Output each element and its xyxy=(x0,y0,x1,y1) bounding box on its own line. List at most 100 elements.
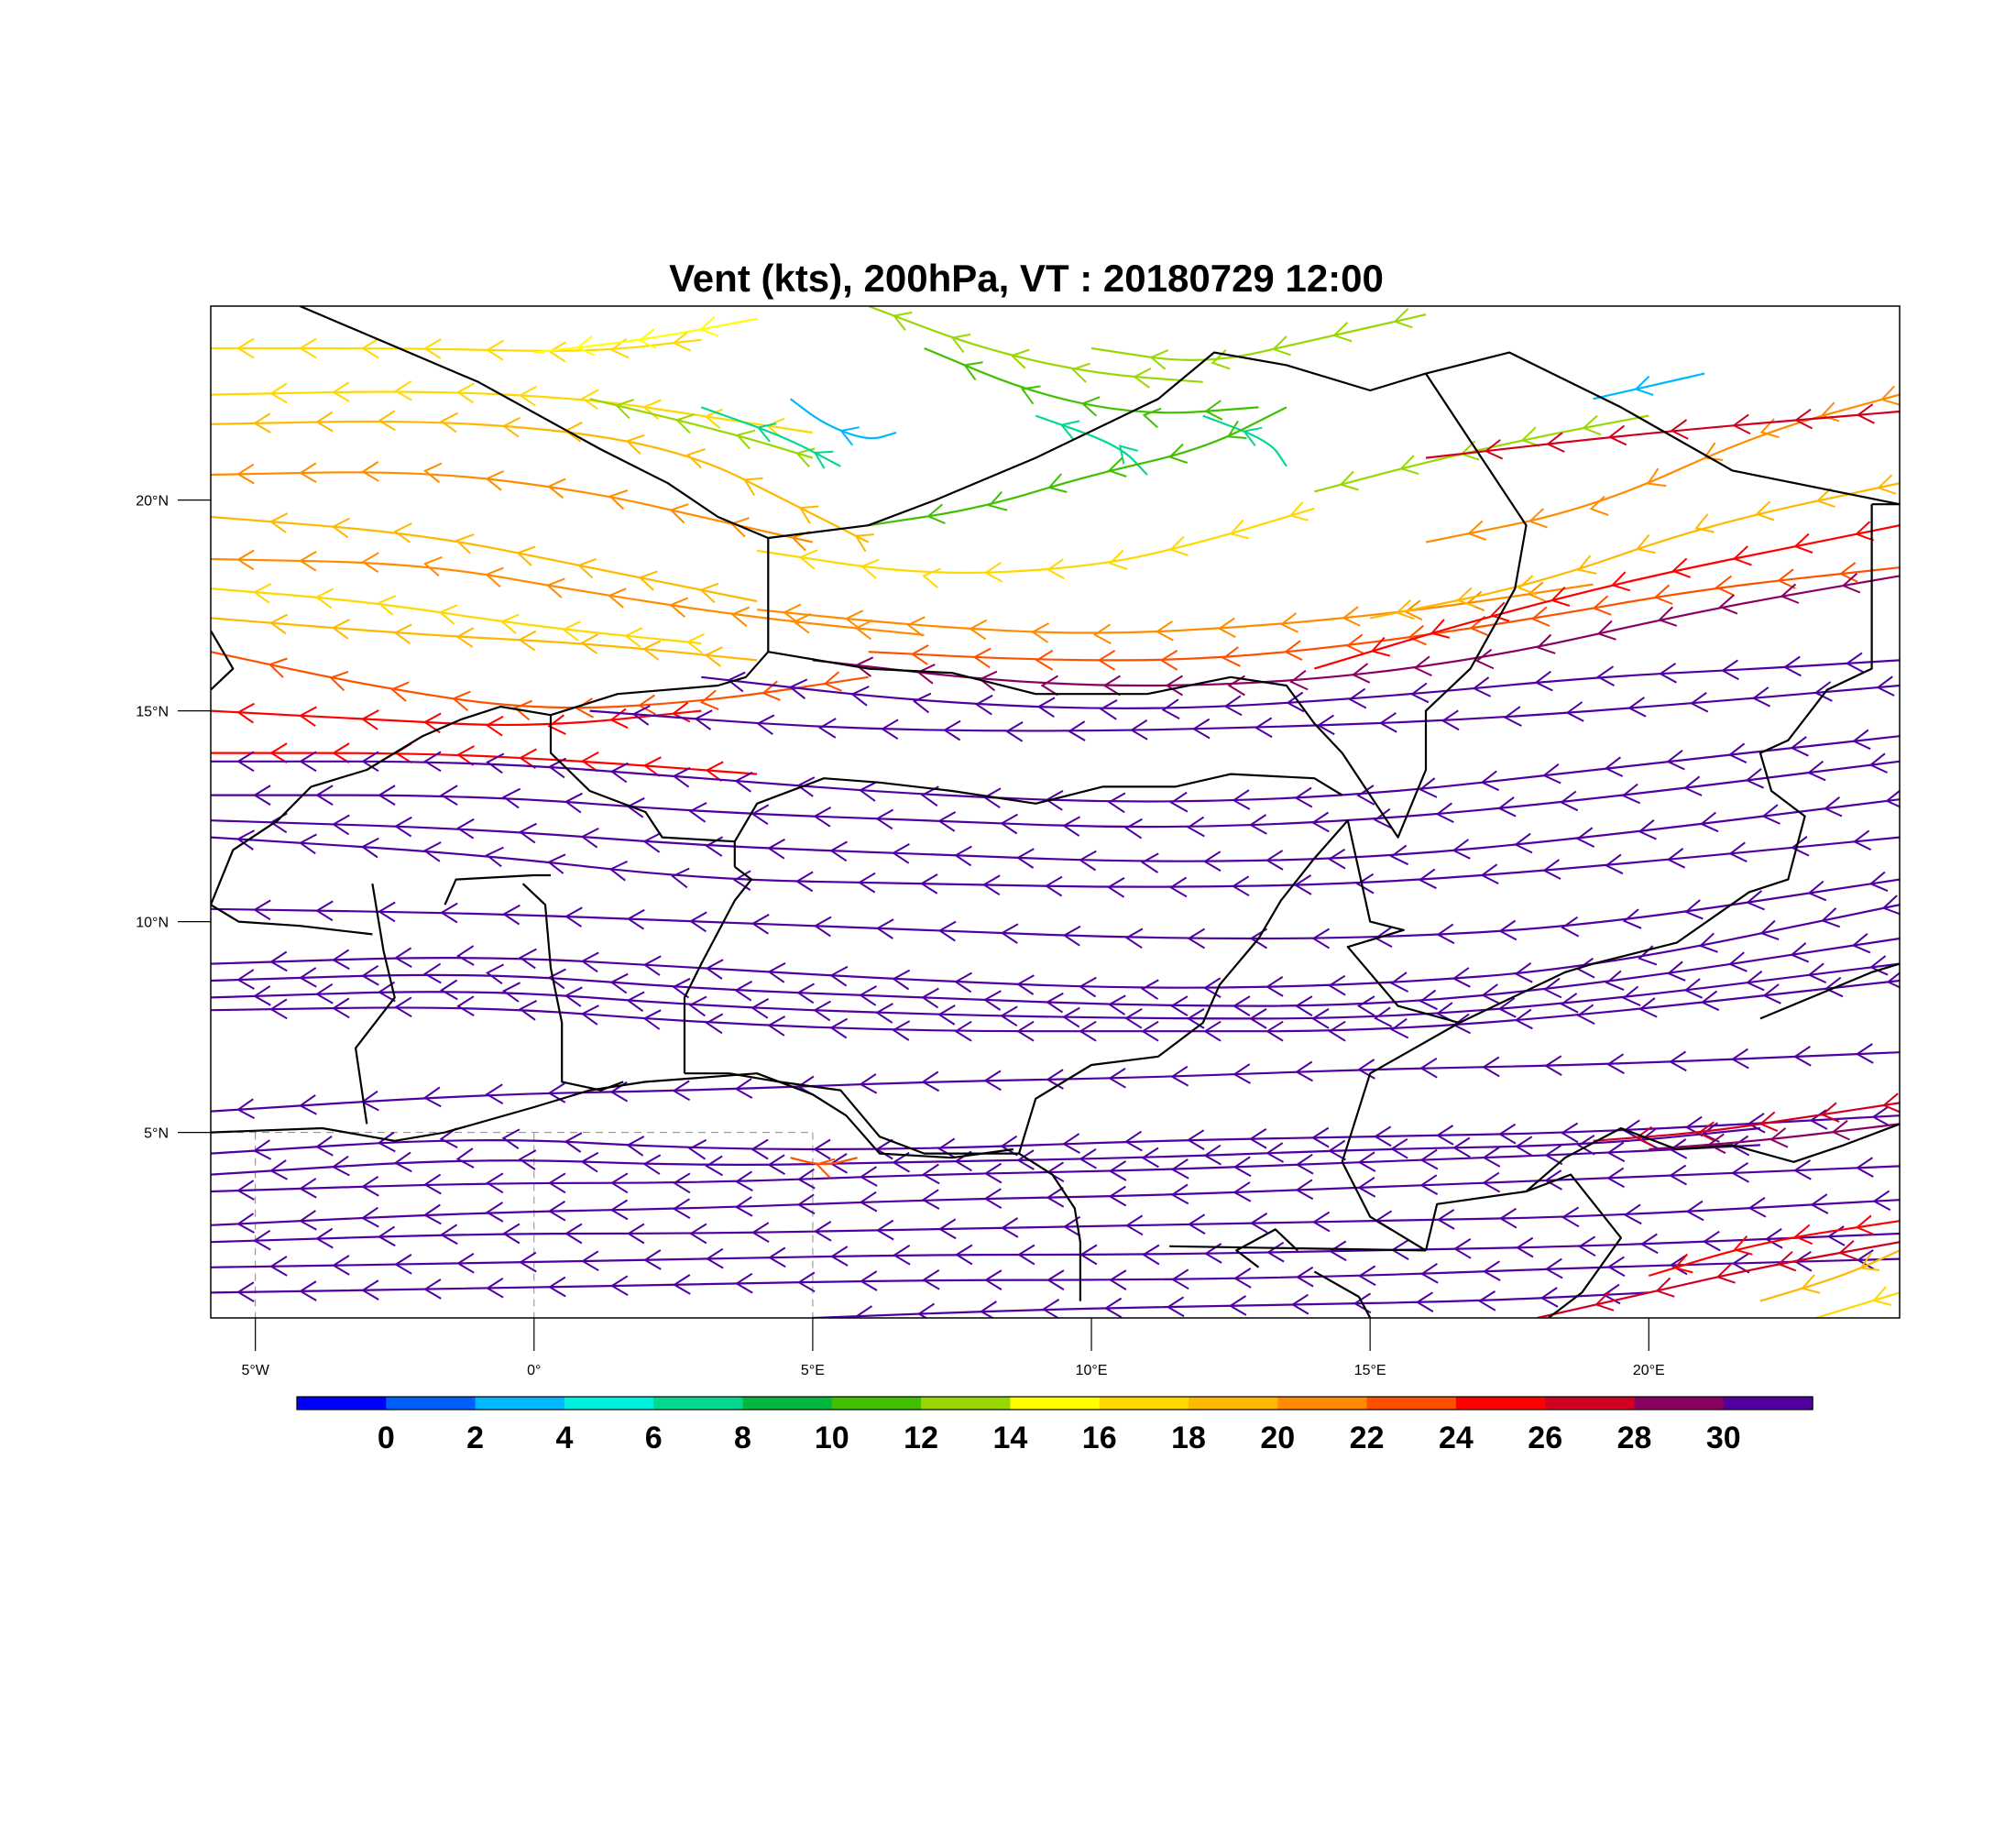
wind-arrowhead xyxy=(937,1004,956,1026)
wind-arrowhead xyxy=(734,1078,753,1099)
wind-arrowhead xyxy=(1751,686,1771,708)
wind-arrowhead xyxy=(1746,970,1765,992)
wind-arrowhead xyxy=(1684,899,1704,920)
wind-arrowhead xyxy=(1793,532,1813,554)
wind-arrowhead xyxy=(792,612,812,634)
wind-arrowhead xyxy=(937,1137,956,1159)
wind-arrowhead xyxy=(268,1159,288,1180)
wind-arrowhead xyxy=(1673,1253,1693,1274)
wind-arrowhead xyxy=(1813,681,1833,702)
colorbar-swatch xyxy=(1634,1397,1725,1410)
wind-arrowhead xyxy=(1046,558,1065,580)
streamline xyxy=(789,398,897,440)
country-border xyxy=(683,865,753,1074)
country-border xyxy=(211,630,235,691)
wind-arrowhead xyxy=(1141,1147,1159,1169)
wind-arrowhead xyxy=(1733,1235,1753,1256)
wind-arrowhead xyxy=(1606,1141,1626,1163)
wind-arrowhead xyxy=(236,463,255,485)
wind-arrowhead xyxy=(331,1155,350,1177)
colorbar-label: 4 xyxy=(555,1421,573,1455)
wind-arrowhead xyxy=(1345,633,1365,655)
wind-arrowhead xyxy=(1169,995,1189,1016)
wind-arrowhead xyxy=(1328,1139,1346,1161)
wind-arrowhead xyxy=(751,914,770,935)
wind-arrowhead xyxy=(1170,1183,1189,1205)
wind-arrowhead xyxy=(688,911,707,933)
wind-arrowhead xyxy=(642,832,662,853)
wind-arrowhead xyxy=(1530,606,1550,627)
wind-arrowhead xyxy=(1187,927,1206,949)
wind-arrowhead xyxy=(1436,923,1455,945)
wind-arrowhead xyxy=(854,533,875,553)
wind-arrowhead xyxy=(1655,1277,1675,1298)
colorbar-label: 12 xyxy=(904,1421,938,1455)
wind-arrowhead xyxy=(1671,557,1692,578)
wind-arrowhead xyxy=(1576,1135,1595,1156)
wind-arrowhead xyxy=(854,656,874,677)
wind-arrowhead xyxy=(1357,1176,1376,1198)
wind-arrowhead xyxy=(377,1225,396,1247)
wind-arrowhead xyxy=(422,1086,442,1108)
wind-arrowhead xyxy=(576,557,597,579)
country-border xyxy=(1759,962,1900,1020)
colorbar-swatch xyxy=(831,1397,922,1410)
wind-arrowhead xyxy=(916,1302,936,1318)
country-border xyxy=(521,883,624,1092)
wind-arrowhead xyxy=(954,1150,972,1172)
wind-arrowhead xyxy=(813,1000,831,1022)
wind-arrowhead xyxy=(751,998,770,1019)
wind-arrowhead xyxy=(1682,775,1703,796)
colorbar-swatch xyxy=(1099,1397,1189,1410)
wind-arrowhead xyxy=(1040,675,1058,697)
wind-arrowhead xyxy=(642,1154,662,1175)
wind-arrowhead xyxy=(1419,989,1438,1011)
wind-arrowhead xyxy=(942,719,961,741)
wind-arrowhead xyxy=(688,995,707,1017)
wind-arrowhead xyxy=(1764,1227,1783,1249)
wind-arrowhead xyxy=(839,426,860,446)
wind-arrowhead xyxy=(1481,983,1500,1004)
wind-arrowhead xyxy=(937,920,957,942)
wind-arrowhead xyxy=(332,381,350,402)
wind-arrowhead xyxy=(1107,994,1126,1015)
wind-arrowhead xyxy=(734,980,753,1002)
wind-arrowhead xyxy=(1480,770,1500,792)
wind-arrowhead xyxy=(1452,1238,1472,1259)
wind-arrowhead xyxy=(981,874,1001,896)
wind-arrowhead xyxy=(1520,426,1540,447)
wind-arrowhead xyxy=(331,517,350,539)
wind-arrowhead xyxy=(236,969,255,990)
wind-arrowhead xyxy=(455,533,475,554)
wind-arrowhead xyxy=(1249,1213,1268,1234)
wind-arrowhead xyxy=(1390,1017,1409,1039)
wind-arrowhead xyxy=(485,566,504,587)
wind-arrowhead xyxy=(921,1163,940,1185)
wind-arrowhead xyxy=(854,619,873,641)
wind-arrowhead xyxy=(1871,1105,1890,1127)
wind-arrowhead xyxy=(1831,1120,1850,1141)
wind-arrowhead xyxy=(1621,783,1641,805)
wind-arrowhead xyxy=(315,785,334,806)
wind-arrowhead xyxy=(1801,1274,1821,1294)
wind-arrowhead xyxy=(332,1255,350,1276)
wind-arrowhead xyxy=(1000,923,1019,944)
wind-arrowhead xyxy=(299,751,317,773)
plot-background xyxy=(211,306,1900,1318)
wind-arrowhead xyxy=(705,959,724,980)
wind-arrowhead xyxy=(1638,819,1657,840)
wind-arrowhead xyxy=(1430,619,1451,639)
wind-arrowhead xyxy=(1815,487,1835,509)
wind-arrowhead xyxy=(1123,1007,1143,1029)
wind-arrowhead xyxy=(547,1172,566,1194)
wind-arrowhead xyxy=(1217,617,1236,639)
wind-arrowhead xyxy=(547,1276,566,1298)
streamline xyxy=(1537,1241,1900,1318)
wind-arrowhead xyxy=(937,1218,957,1240)
colorbar-label: 20 xyxy=(1260,1421,1295,1455)
wind-arrowhead xyxy=(501,416,520,438)
wind-arrowhead xyxy=(1419,1057,1438,1079)
wind-arrowhead xyxy=(672,331,691,352)
wind-arrowhead xyxy=(1373,1125,1392,1147)
wind-arrowhead xyxy=(1284,640,1303,661)
